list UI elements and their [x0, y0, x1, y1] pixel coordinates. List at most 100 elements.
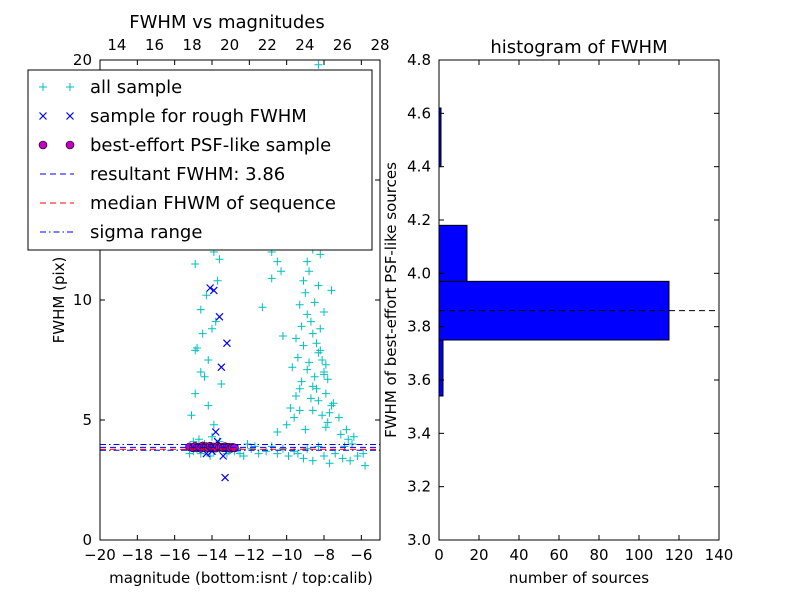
scatter-point [314, 60, 323, 69]
scatter-point [312, 339, 321, 348]
scatter-point [323, 375, 332, 384]
scatter-point [318, 356, 327, 364]
x-tick-label: 20 [469, 546, 488, 564]
scatter-point [267, 274, 276, 283]
x-tick-label: 140 [705, 546, 734, 564]
x-tick-label: 80 [589, 546, 608, 564]
legend-marker [66, 112, 74, 120]
legend-marker [66, 83, 74, 91]
scatter-point [286, 404, 295, 412]
x-tick-label: −16 [159, 546, 191, 564]
scatter-point [308, 382, 317, 391]
top-x-tick-label: 16 [145, 36, 164, 54]
scatter-point [211, 428, 220, 436]
scatter-point [297, 377, 306, 386]
x-tick-label: 120 [665, 546, 694, 564]
y-tick-label: 3.2 [407, 478, 431, 496]
y-tick-label: 4.4 [407, 158, 431, 176]
scatter-panel: FWHM vs magnitudes −20 −18 −16 −14 −12 −10 −8−… [27, 12, 390, 587]
scatter-point [321, 423, 330, 432]
legend-label: best-effort PSF-like sample [90, 135, 331, 156]
histogram-panel: histogram of FWHM 0 20 40 60 80 100 120 140 3.0 3… [382, 37, 733, 587]
scatter-point [295, 384, 304, 393]
scatter-point [321, 360, 330, 369]
scatter-point [308, 329, 317, 338]
scatter-point [305, 358, 314, 367]
x-tick-label: −10 [271, 546, 303, 564]
scatter-point [293, 353, 302, 362]
y-tick-label: 4.0 [407, 264, 431, 282]
scatter-point [320, 452, 328, 460]
y-tick-label: 5 [82, 411, 92, 429]
scatter-point [211, 317, 220, 326]
scatter-point [288, 363, 297, 372]
scatter-point [303, 310, 312, 319]
scatter-point [320, 308, 328, 316]
legend-label: median FHWM of sequence [90, 193, 336, 214]
scatter-point [198, 329, 207, 338]
legend-entries: all sample sample for rough FWHM best-effo… [38, 77, 336, 243]
scatter-point [277, 267, 286, 276]
x-tick-label: −18 [122, 546, 154, 564]
top-x-tick-label: 22 [258, 36, 277, 54]
legend-marker [65, 140, 75, 150]
scatter-point [316, 250, 325, 259]
scatter-point [359, 449, 368, 458]
x-tick-label: 100 [625, 546, 654, 564]
histogram-ylabel: FWHM of best-effort PSF-like sources [382, 162, 400, 438]
y-tick-label: 3.6 [407, 371, 431, 389]
scatter-point [282, 420, 291, 429]
scatter-point [301, 425, 310, 434]
y-tick-label: 4.6 [407, 104, 431, 122]
scatter-point [295, 300, 304, 309]
y-tick-label: 10 [73, 291, 92, 309]
histogram-bar [438, 224, 468, 282]
scatter-point [346, 456, 355, 465]
top-x-tick-label: 18 [183, 36, 202, 54]
scatter-point [342, 425, 351, 434]
x-tick-label: −20 [84, 546, 116, 564]
top-x-tick-label: 24 [295, 36, 314, 54]
x-tick-label: 0 [434, 546, 444, 564]
scatter-point [262, 447, 271, 456]
scatter-point [299, 341, 308, 350]
scatter-point [200, 372, 209, 381]
x-tick-label: 40 [509, 546, 528, 564]
scatter-xlabel: magnitude (bottom:isnt / top:calib) [109, 569, 373, 587]
scatter-point [208, 432, 216, 441]
x-tick-label: −8 [313, 546, 335, 564]
scatter-point [273, 257, 282, 266]
scatter-point [349, 432, 358, 441]
scatter-point [361, 461, 370, 470]
scatter-point [290, 413, 299, 422]
scatter-point [308, 456, 317, 465]
scatter-point [258, 303, 267, 312]
scatter-point [194, 435, 203, 444]
histogram-axes-frame [438, 59, 720, 541]
scatter-point [327, 286, 336, 295]
histogram-ticks: 0 20 40 60 80 100 120 140 3.0 3.2 3.4 3.6 3.8 4.0 4.2 4… [407, 51, 733, 564]
scatter-point [297, 322, 306, 331]
scatter-point [284, 452, 293, 460]
top-x-tick-label: 26 [333, 36, 352, 54]
scatter-point [219, 452, 228, 460]
scatter-point [209, 286, 218, 295]
histogram-bar [438, 339, 444, 397]
scatter-point [202, 291, 211, 300]
legend-marker [39, 83, 47, 91]
legend-marker [38, 140, 48, 150]
y-tick-label: 3.8 [407, 318, 431, 336]
scatter-point [221, 473, 229, 482]
y-tick-label: 20 [73, 51, 92, 69]
x-tick-label: −12 [234, 546, 266, 564]
scatter-point [314, 281, 323, 290]
scatter-point [323, 418, 332, 427]
scatter-point [215, 255, 224, 264]
scatter-point [331, 449, 340, 458]
scatter-point [325, 459, 334, 468]
scatter-point [293, 449, 302, 458]
scatter-point [217, 363, 226, 372]
scatter-point [206, 284, 215, 292]
scatter-point [236, 449, 244, 458]
scatter-point [344, 435, 353, 444]
